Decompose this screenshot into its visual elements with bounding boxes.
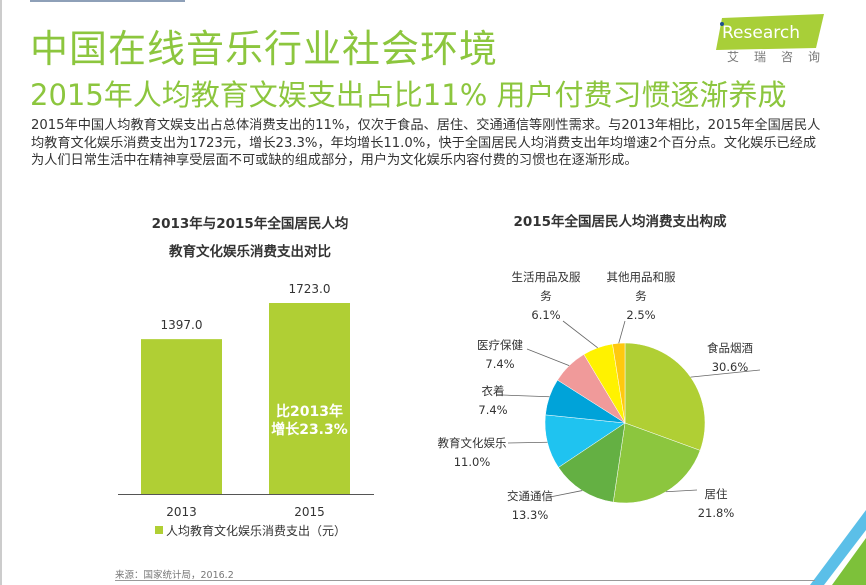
footer-divider [115, 580, 815, 581]
leader-line [549, 490, 583, 498]
slice-label: 医疗保健 [477, 338, 523, 352]
slice-value-label: 6.1% [531, 308, 560, 322]
bar-title-line: 2013年与2015年全国居民人均 [151, 216, 349, 232]
left-border [0, 0, 2, 585]
leader-line [665, 489, 698, 493]
source-note: 来源：国家统计局，2016.2 [115, 570, 234, 581]
slice-value-label: 13.3% [512, 508, 549, 522]
pie-slice-1 [612, 422, 701, 504]
slice-value-label: 30.6% [712, 360, 749, 374]
top-accent-line [30, 0, 185, 2]
page-title: 中国在线音乐行业社会环境 [30, 27, 499, 71]
growth-annotation: 比2013年 [276, 403, 343, 420]
slice-label: 交通通信 [507, 489, 553, 503]
leader-line [526, 348, 570, 367]
slice-value-label: 2.5% [626, 308, 655, 322]
leader-line [562, 320, 598, 349]
slice-label: 务 [635, 289, 647, 303]
pie-slice-0 [624, 342, 706, 451]
leader-line [618, 320, 626, 344]
slice-value-label: 11.0% [454, 455, 491, 469]
slice-label: 务 [540, 289, 552, 303]
bar-2013 [141, 339, 222, 494]
page-subtitle: 2015年人均教育文娱支出占比11% 用户付费习惯逐渐养成 [30, 78, 787, 112]
slice-label: 居住 [705, 487, 728, 501]
slice-label: 教育文化娱乐 [438, 436, 507, 450]
bar-data-label: 1723.0 [289, 282, 331, 296]
legend-swatch [155, 526, 163, 534]
svg-text:Research: Research [722, 23, 800, 43]
pie-slice-2 [558, 422, 626, 503]
slice-label: 衣着 [482, 384, 505, 398]
slice-label: 食品烟酒 [707, 341, 753, 355]
bar-title-line: 教育文化娱乐消费支出对比 [169, 244, 331, 260]
leader-line [507, 441, 548, 444]
growth-annotation: 增长23.3% [271, 421, 348, 438]
bar-data-label: 1397.0 [161, 318, 203, 332]
logo-chinese-name: 艾瑞咨询 [727, 50, 836, 64]
legend-label: 人均教育文化娱乐消费支出（元） [166, 523, 346, 538]
iresearch-logo: Research [716, 14, 824, 50]
bar-2015 [269, 303, 350, 494]
leader-line [501, 394, 550, 398]
slice-value-label: 7.4% [478, 403, 507, 417]
corner-decoration [810, 510, 866, 585]
leader-line [690, 369, 761, 378]
pie-chart-title: 2015年全国居民人均消费支出构成 [513, 214, 727, 230]
slice-value-label: 7.4% [485, 357, 514, 371]
x-tick-label: 2015 [294, 505, 325, 519]
slice-label: 生活用品及服 [512, 270, 581, 284]
slice-value-label: 21.8% [698, 506, 735, 520]
bar-chart-title: 2013年与2015年全国居民人均 教育文化娱乐消费支出对比 [100, 210, 400, 266]
pie-chart: 食品烟酒 30.6% 居住 21.8% 交通通信 13.3% 教育文化娱乐 11.0% 衣着 7.… [438, 270, 761, 522]
slice-label: 其他用品和服 [607, 270, 676, 284]
x-tick-label: 2013 [166, 505, 197, 519]
body-paragraph: 2015年中国人均教育文娱支出占总体消费支出的11%，仅次于食品、居住、交通通信… [31, 118, 821, 169]
